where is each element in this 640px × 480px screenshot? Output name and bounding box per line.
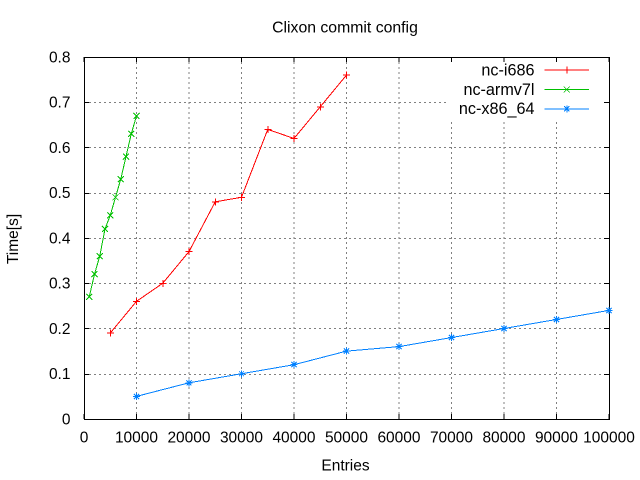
svg-text:90000: 90000 bbox=[535, 430, 578, 447]
svg-text:70000: 70000 bbox=[430, 430, 473, 447]
svg-text:80000: 80000 bbox=[482, 430, 525, 447]
svg-text:0.1: 0.1 bbox=[49, 366, 71, 383]
svg-text:Entries: Entries bbox=[321, 457, 369, 474]
svg-text:0.4: 0.4 bbox=[49, 230, 71, 247]
svg-text:10000: 10000 bbox=[115, 430, 158, 447]
svg-text:0.5: 0.5 bbox=[49, 185, 71, 202]
svg-text:30000: 30000 bbox=[220, 430, 263, 447]
svg-text:60000: 60000 bbox=[377, 430, 420, 447]
svg-text:0: 0 bbox=[62, 411, 71, 428]
svg-text:50000: 50000 bbox=[325, 430, 368, 447]
svg-text:Time[s]: Time[s] bbox=[5, 214, 22, 264]
svg-text:0.8: 0.8 bbox=[49, 49, 71, 66]
svg-text:0.6: 0.6 bbox=[49, 140, 71, 157]
svg-text:40000: 40000 bbox=[272, 430, 315, 447]
svg-text:100000: 100000 bbox=[583, 430, 635, 447]
svg-text:nc-armv7l: nc-armv7l bbox=[463, 81, 534, 99]
svg-text:0.2: 0.2 bbox=[49, 321, 71, 338]
svg-text:0: 0 bbox=[80, 430, 89, 447]
svg-text:0.3: 0.3 bbox=[49, 276, 71, 293]
svg-text:20000: 20000 bbox=[167, 430, 210, 447]
svg-text:nc-x86_64: nc-x86_64 bbox=[459, 100, 535, 118]
svg-text:Clixon commit config: Clixon commit config bbox=[272, 20, 418, 37]
svg-text:nc-i686: nc-i686 bbox=[481, 62, 534, 80]
svg-text:0.7: 0.7 bbox=[49, 95, 71, 112]
